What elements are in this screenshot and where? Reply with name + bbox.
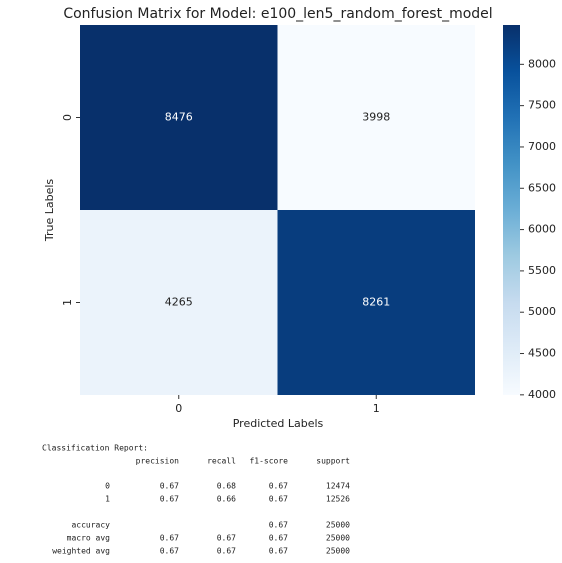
report-row-label: macro avg [67, 534, 111, 543]
x-tick-label: 1 [373, 402, 380, 415]
y-tick-label: 0 [61, 114, 74, 121]
report-cell: 0.67 [269, 534, 288, 543]
cell-label: 8261 [362, 296, 390, 309]
x-tick-label: 0 [175, 402, 182, 415]
report-cell: 0.67 [160, 482, 179, 491]
report-header: support [316, 457, 350, 466]
report-cell: 0.67 [269, 547, 288, 556]
cell-label: 8476 [165, 111, 193, 124]
x-axis-label: Predicted Labels [233, 417, 324, 430]
colorbar-tick-label: 7500 [528, 99, 556, 112]
report-cell: 0.67 [217, 534, 236, 543]
colorbar-tick-label: 4500 [528, 347, 556, 360]
report-cell: 0.66 [217, 495, 236, 504]
cell-label: 4265 [165, 296, 193, 309]
heatmap-cell [277, 210, 475, 395]
report-title: Classification Report: [42, 444, 148, 453]
report-header: f1-score [249, 457, 288, 466]
report-cell: 25000 [326, 534, 350, 543]
report-header: recall [207, 457, 236, 466]
colorbar-tick-label: 5500 [528, 264, 556, 277]
colorbar [503, 25, 520, 395]
report-row-label: 0 [105, 482, 110, 491]
colorbar-tick-label: 6000 [528, 223, 556, 236]
report-row-label: 1 [105, 495, 110, 504]
report-cell: 25000 [326, 547, 350, 556]
chart-title: Confusion Matrix for Model: e100_len5_ra… [63, 6, 492, 22]
report-header: precision [136, 457, 180, 466]
y-tick-label: 1 [61, 299, 74, 306]
colorbar-tick-label: 5000 [528, 305, 556, 318]
colorbar-tick-label: 8000 [528, 57, 556, 70]
report-cell: 12526 [326, 495, 350, 504]
heatmap-cell [80, 210, 278, 395]
y-axis-label: True Labels [43, 179, 56, 243]
report-cell: 0.67 [269, 482, 288, 491]
colorbar-tick-label: 4000 [528, 388, 556, 401]
heatmap-cell [277, 25, 475, 210]
report-cell: 0.67 [269, 521, 288, 530]
report-row-label: accuracy [71, 521, 110, 530]
report-cell: 0.67 [160, 495, 179, 504]
report-cell: 0.67 [269, 495, 288, 504]
colorbar-tick-label: 7000 [528, 140, 556, 153]
report-cell: 25000 [326, 521, 350, 530]
report-row-label: weighted avg [52, 547, 110, 556]
colorbar-tick-label: 6500 [528, 181, 556, 194]
heatmap-cell [80, 25, 278, 210]
report-cell: 0.68 [217, 482, 236, 491]
report-cell: 0.67 [217, 547, 236, 556]
report-cell: 0.67 [160, 547, 179, 556]
cell-label: 3998 [362, 111, 390, 124]
report-cell: 12474 [326, 482, 350, 491]
report-cell: 0.67 [160, 534, 179, 543]
